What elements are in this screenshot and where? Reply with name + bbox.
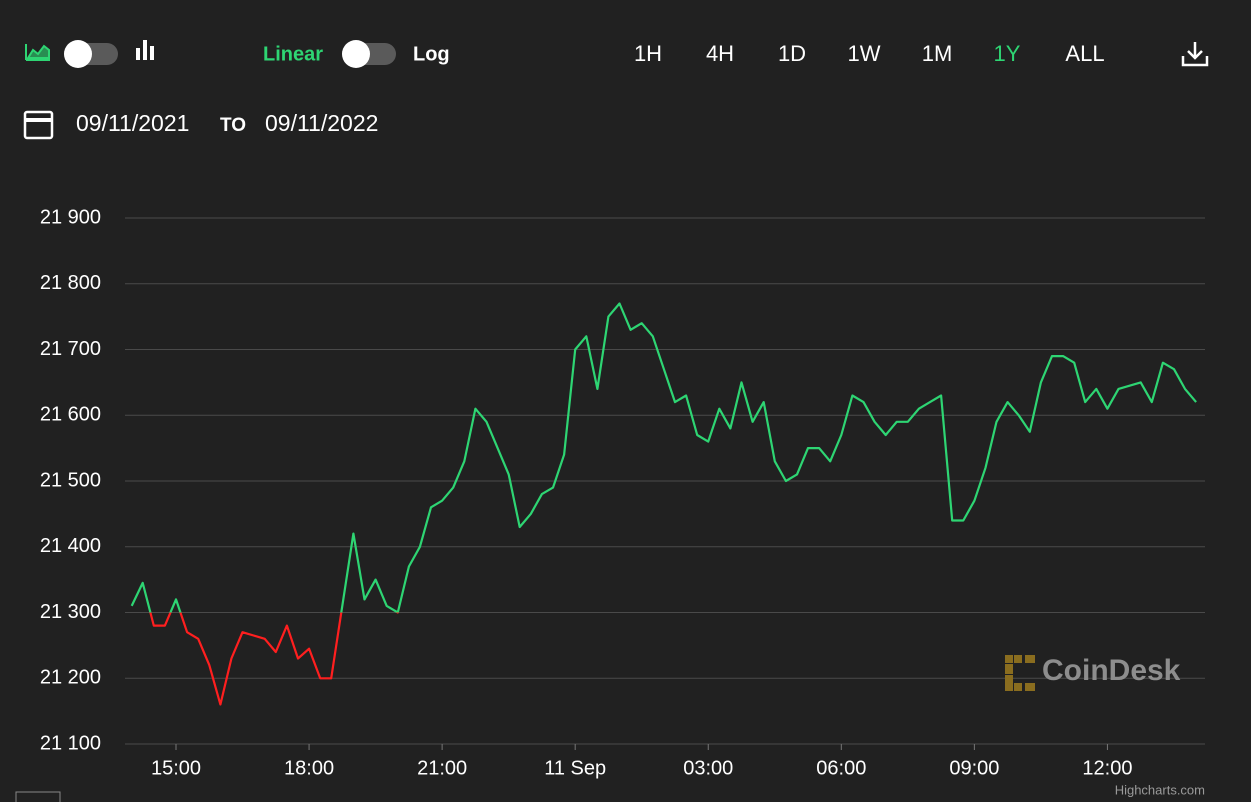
- watermark-logo: [1005, 655, 1035, 691]
- y-tick-label: 21 900: [40, 206, 101, 228]
- range-button[interactable]: ALL: [1065, 41, 1104, 66]
- calendar-icon[interactable]: [23, 110, 54, 140]
- x-tick-label: 03:00: [683, 757, 733, 779]
- y-tick-label: 21 100: [40, 732, 101, 754]
- plot-area: 21 100 21 200 21 300 21 400 21 500 21 600 21 7…: [40, 206, 1205, 779]
- download-icon[interactable]: [1181, 42, 1209, 67]
- x-tick-label: 21:00: [417, 757, 467, 779]
- navigator-handle[interactable]: [15, 791, 61, 802]
- date-to-label: TO: [220, 115, 246, 136]
- date-from[interactable]: 09/11/2021: [76, 110, 189, 136]
- bar-chart-icon[interactable]: [136, 40, 154, 60]
- range-button[interactable]: 1M: [922, 41, 953, 66]
- price-line: [130, 302, 1197, 613]
- chart-type-toggle[interactable]: [64, 40, 118, 68]
- range-button[interactable]: 1H: [634, 41, 662, 66]
- y-tick-label: 21 800: [40, 272, 101, 294]
- y-tick-label: 21 700: [40, 338, 101, 360]
- y-tick-label: 21 600: [40, 404, 101, 426]
- linear-label[interactable]: Linear: [263, 43, 323, 65]
- y-tick-label: 21 200: [40, 667, 101, 689]
- y-tick-label: 21 500: [40, 469, 101, 491]
- x-tick-label: 06:00: [816, 757, 866, 779]
- watermark: CoinDesk: [1042, 654, 1181, 687]
- area-chart-icon[interactable]: [25, 44, 50, 61]
- range-button[interactable]: 1Y: [994, 41, 1021, 66]
- date-to[interactable]: 09/11/2022: [265, 110, 378, 136]
- range-button[interactable]: 1D: [778, 41, 806, 66]
- range-button[interactable]: 4H: [706, 41, 734, 66]
- price-line-below: [149, 612, 399, 706]
- x-tick-label: 11 Sep: [544, 757, 606, 779]
- credits[interactable]: Highcharts.com: [1115, 782, 1205, 797]
- x-tick-label: 18:00: [284, 757, 334, 779]
- log-label[interactable]: Log: [413, 43, 450, 65]
- range-button[interactable]: 1W: [848, 41, 881, 66]
- scale-toggle[interactable]: [342, 40, 396, 68]
- y-tick-label: 21 400: [40, 535, 101, 557]
- x-tick-label: 12:00: [1082, 757, 1132, 779]
- x-tick-label: 15:00: [151, 757, 201, 779]
- y-tick-label: 21 300: [40, 601, 101, 623]
- x-tick-label: 09:00: [949, 757, 999, 779]
